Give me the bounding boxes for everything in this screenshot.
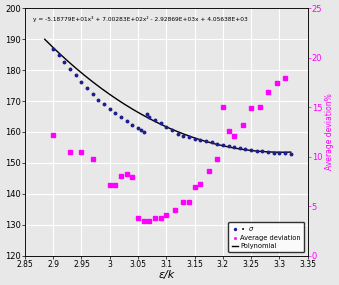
X-axis label: ε/k: ε/k <box>158 270 175 280</box>
Y-axis label: Average deviation%: Average deviation% <box>325 93 334 170</box>
Legend: $\bullet$  $\sigma$, Average deviation, Polynomial: $\bullet$ $\sigma$, Average deviation, P… <box>228 221 304 252</box>
Text: y = -5.18779E+01x³ + 7.00283E+02x² - 2.92869E+03x + 4.05638E+03: y = -5.18779E+01x³ + 7.00283E+02x² - 2.9… <box>33 16 248 22</box>
